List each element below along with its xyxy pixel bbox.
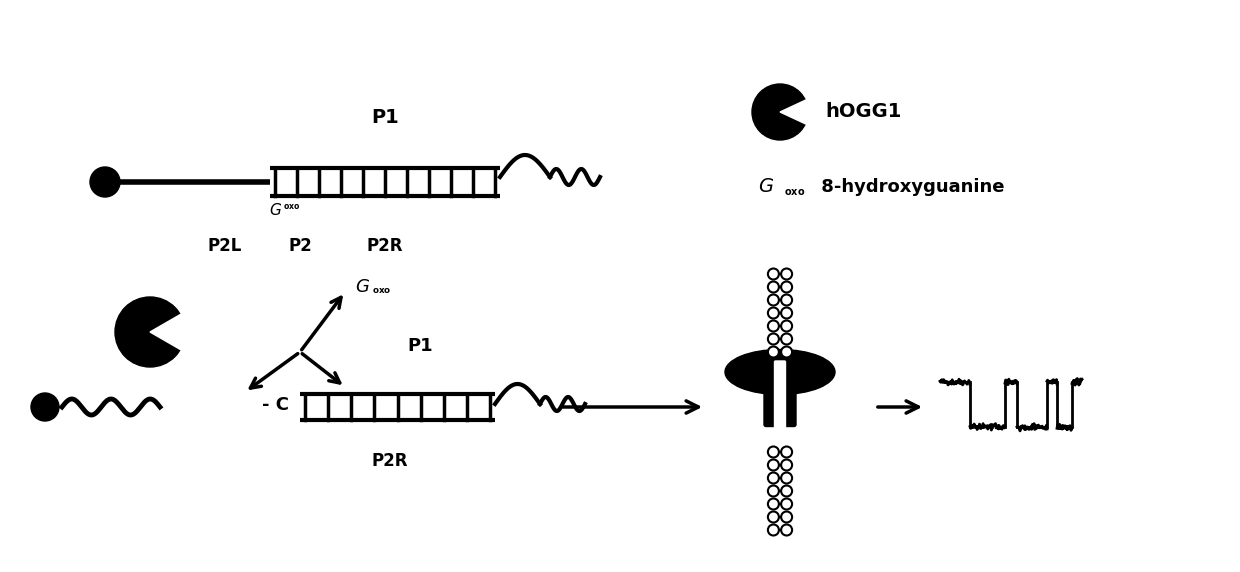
Circle shape	[768, 268, 779, 280]
Wedge shape	[150, 313, 188, 351]
Circle shape	[768, 281, 779, 292]
Text: $_{\mathbf{oxo}}$: $_{\mathbf{oxo}}$	[283, 202, 300, 212]
Circle shape	[781, 486, 792, 496]
Circle shape	[91, 167, 120, 197]
Circle shape	[768, 447, 779, 458]
Circle shape	[781, 447, 792, 458]
Wedge shape	[780, 99, 811, 125]
Text: P2R: P2R	[372, 452, 408, 470]
Circle shape	[781, 268, 792, 280]
Circle shape	[781, 459, 792, 471]
Circle shape	[768, 320, 779, 332]
Circle shape	[781, 347, 792, 358]
Circle shape	[768, 459, 779, 471]
Text: P2: P2	[288, 237, 312, 255]
Circle shape	[781, 295, 792, 305]
Ellipse shape	[725, 349, 835, 395]
Circle shape	[781, 511, 792, 522]
Circle shape	[768, 525, 779, 535]
Text: $\mathit{G}$: $\mathit{G}$	[758, 177, 774, 197]
Circle shape	[768, 308, 779, 319]
Text: P2L: P2L	[208, 237, 242, 255]
Circle shape	[768, 295, 779, 305]
Text: $_{\mathbf{oxo}}$: $_{\mathbf{oxo}}$	[784, 184, 805, 198]
Circle shape	[781, 308, 792, 319]
FancyBboxPatch shape	[764, 367, 796, 427]
Text: 8-hydroxyguanine: 8-hydroxyguanine	[815, 178, 1004, 196]
Circle shape	[768, 499, 779, 510]
Circle shape	[768, 486, 779, 496]
Text: $\mathit{G}$: $\mathit{G}$	[269, 202, 281, 218]
Text: - C: - C	[262, 396, 289, 414]
Circle shape	[781, 320, 792, 332]
Circle shape	[768, 472, 779, 483]
Text: P2R: P2R	[367, 237, 403, 255]
Circle shape	[31, 393, 60, 421]
Circle shape	[781, 281, 792, 292]
Circle shape	[781, 525, 792, 535]
Circle shape	[751, 84, 808, 140]
FancyBboxPatch shape	[775, 361, 785, 433]
Text: $\mathit{G}$: $\mathit{G}$	[355, 278, 370, 296]
Circle shape	[768, 347, 779, 358]
Circle shape	[781, 499, 792, 510]
Text: P1: P1	[407, 337, 433, 355]
Text: $_{\mathbf{oxo}}$: $_{\mathbf{oxo}}$	[372, 284, 392, 296]
Text: P1: P1	[371, 108, 399, 127]
Circle shape	[781, 333, 792, 344]
Text: hOGG1: hOGG1	[825, 102, 901, 121]
Circle shape	[115, 297, 185, 367]
Circle shape	[768, 511, 779, 522]
Circle shape	[768, 333, 779, 344]
Circle shape	[781, 472, 792, 483]
